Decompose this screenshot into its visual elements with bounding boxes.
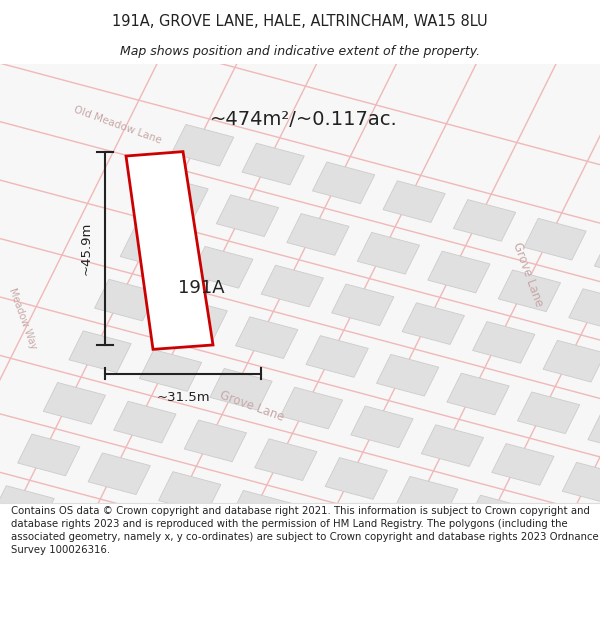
Polygon shape — [447, 373, 509, 415]
Polygon shape — [351, 406, 413, 447]
Polygon shape — [357, 232, 419, 274]
Polygon shape — [306, 336, 368, 377]
Text: 191A, GROVE LANE, HALE, ALTRINCHAM, WA15 8LU: 191A, GROVE LANE, HALE, ALTRINCHAM, WA15… — [112, 14, 488, 29]
Polygon shape — [376, 354, 439, 396]
Polygon shape — [313, 162, 375, 204]
Polygon shape — [383, 181, 445, 222]
Text: ~31.5m: ~31.5m — [156, 391, 210, 404]
Polygon shape — [517, 392, 580, 434]
Polygon shape — [498, 270, 560, 312]
Polygon shape — [120, 228, 182, 269]
Polygon shape — [524, 218, 586, 260]
Text: Contains OS data © Crown copyright and database right 2021. This information is : Contains OS data © Crown copyright and d… — [11, 506, 598, 555]
Polygon shape — [254, 439, 317, 481]
Polygon shape — [95, 279, 157, 321]
Polygon shape — [139, 349, 202, 391]
Polygon shape — [0, 486, 54, 528]
Polygon shape — [325, 458, 388, 499]
Text: Grove Lane: Grove Lane — [511, 241, 545, 309]
Polygon shape — [184, 420, 247, 462]
Polygon shape — [402, 302, 464, 344]
Polygon shape — [395, 476, 458, 518]
Polygon shape — [261, 265, 323, 307]
Polygon shape — [332, 284, 394, 326]
Polygon shape — [114, 401, 176, 443]
Polygon shape — [280, 388, 343, 429]
Polygon shape — [217, 195, 278, 236]
Polygon shape — [146, 176, 208, 217]
Polygon shape — [229, 491, 292, 532]
Polygon shape — [428, 251, 490, 293]
Text: ~474m²/~0.117ac.: ~474m²/~0.117ac. — [210, 110, 398, 129]
Polygon shape — [158, 472, 221, 513]
Polygon shape — [210, 369, 272, 410]
Polygon shape — [165, 298, 227, 340]
Polygon shape — [236, 317, 298, 359]
Polygon shape — [492, 444, 554, 485]
Polygon shape — [543, 341, 600, 382]
Text: Grove Lane: Grove Lane — [218, 389, 286, 424]
Polygon shape — [421, 425, 484, 466]
Polygon shape — [473, 322, 535, 363]
Polygon shape — [595, 237, 600, 279]
Polygon shape — [69, 331, 131, 372]
Text: Old Meadow Lane: Old Meadow Lane — [72, 105, 163, 146]
Polygon shape — [88, 453, 151, 494]
Polygon shape — [17, 434, 80, 476]
Text: ~45.9m: ~45.9m — [80, 222, 93, 275]
Polygon shape — [569, 289, 600, 331]
Text: Meadow Way: Meadow Way — [7, 287, 38, 351]
Polygon shape — [466, 495, 529, 537]
Polygon shape — [242, 143, 304, 185]
Polygon shape — [454, 199, 516, 241]
Polygon shape — [43, 382, 106, 424]
Polygon shape — [287, 214, 349, 255]
Polygon shape — [172, 124, 234, 166]
Polygon shape — [126, 152, 213, 349]
Polygon shape — [191, 246, 253, 288]
Polygon shape — [588, 411, 600, 452]
Polygon shape — [562, 462, 600, 504]
Text: Map shows position and indicative extent of the property.: Map shows position and indicative extent… — [120, 44, 480, 58]
Text: 191A: 191A — [178, 279, 224, 297]
